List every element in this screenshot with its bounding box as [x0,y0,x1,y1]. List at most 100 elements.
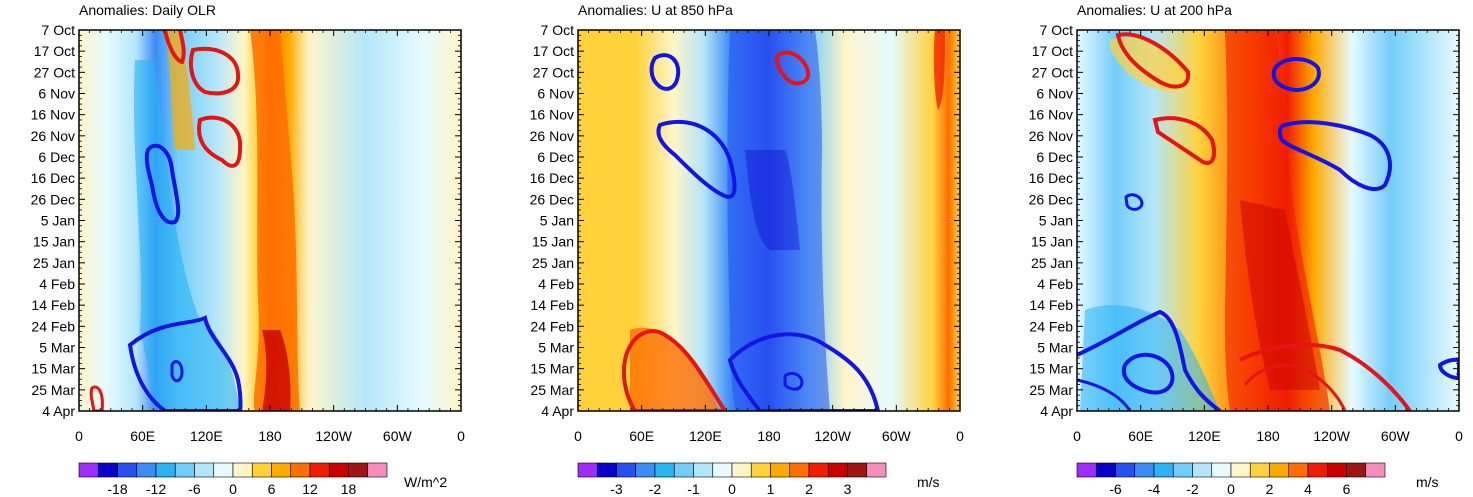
olr-plot-area [79,30,461,411]
u850-ytick-label: 7 Oct [541,22,575,38]
olr-colorbar-label: 0 [229,481,237,497]
u200-contour-neg-east [1437,357,1459,381]
u850-colorbar-swatch [731,462,752,478]
u850-ytick-label: 25 Jan [532,255,574,271]
olr-positive-core [262,330,291,411]
u200-ytick-label: 25 Jan [1031,255,1073,271]
u850-ytick-label: 16 Nov [530,107,574,123]
olr-ytick-label: 5 Jan [41,213,75,229]
u850-ytick-label: 24 Feb [530,318,574,334]
olr-ytick-label: 15 Jan [33,234,75,250]
u850-ytick-label: 26 Nov [530,128,574,144]
u200-ytick-label: 7 Oct [1040,22,1074,38]
u850-ytick-label: 4 Apr [541,403,574,419]
u200-contour-pos-mar [1239,342,1412,411]
olr-colorbar-swatch [348,462,369,478]
olr-xtick-label: 0 [75,428,83,444]
u850-contour-pos-mar [621,329,728,411]
olr-ytick-label: 25 Jan [33,255,75,271]
olr-xtick-label: 180 [258,428,282,444]
u200-ytick-label: 15 Jan [1031,234,1073,250]
u200-colorbar-swatch [1230,462,1251,478]
u200-ytick-label: 4 Feb [1037,276,1073,292]
u850-xtick-label: 120W [814,428,851,444]
u850-units: m/s [917,474,940,490]
u200-ytick-label: 26 Nov [1029,128,1073,144]
u850-colorbar-swatch [635,462,656,478]
u850-ytick-label: 16 Dec [530,170,574,186]
u850-ytick-label: 4 Feb [538,276,574,292]
olr-colorbar-swatch [174,462,195,478]
u850-xtick-label: 0 [956,428,964,444]
u850-colorbar-label: 3 [844,481,852,497]
olr-colorbar-label: -12 [146,481,166,497]
olr-ytick-label: 26 Dec [31,191,75,207]
olr-contour-neg-dec [144,143,181,225]
u850-colorbar-swatch [750,462,771,478]
olr-colorbar-swatch [232,462,253,478]
u200-colorbar-swatch [1172,462,1193,478]
olr-colorbar-swatch [251,462,272,478]
u200-colorbar-label: -2 [1186,481,1199,497]
u200-xtick-label: 0 [1455,428,1463,444]
olr-ytick-label: 4 Apr [42,403,75,419]
u850-xtick-label: 180 [757,428,781,444]
olr-colorbar-label: 6 [268,481,276,497]
u200-contour-neg-nov [1277,120,1392,191]
u850-contour-pos-oct [775,50,811,86]
u200-colorbar-swatch [1095,462,1116,478]
u850-colorbar-swatch [616,462,637,478]
olr-colorbar-swatch [213,462,234,478]
u850-x-axis: 0 60E 120E 180 120W 60W 0 [574,30,964,444]
olr-title: Anomalies: Daily OLR [79,2,216,18]
u850-xtick-label: 60E [629,428,654,444]
olr-colorbar-label: 12 [302,481,318,497]
olr-ytick-label: 4 Feb [39,276,75,292]
u200-ytick-label: 17 Oct [1032,43,1073,59]
u850-negative-band [727,30,830,411]
u200-xtick-label: 120W [1313,428,1350,444]
u200-colorbar-label: 0 [1227,481,1235,497]
olr-ytick-label: 16 Dec [31,170,75,186]
olr-xtick-label: 60W [383,428,413,444]
panel-olr: Anomalies: Daily OLR 7 Oct 17 Oct 27 Oct 6 … [31,2,465,497]
u200-ytick-label: 15 Mar [1029,361,1073,377]
u850-xtick-label: 0 [574,428,582,444]
u200-contour-neg-apr [1077,378,1132,411]
olr-colorbar-swatch [136,462,157,478]
u850-colorbar-swatch [577,462,598,478]
u850-colorbar-label: -3 [610,481,623,497]
olr-colorbar-swatch [271,462,292,478]
olr-colorbar-label: -6 [188,481,201,497]
olr-y-axis: 7 Oct 17 Oct 27 Oct 6 Nov 16 Nov 26 Nov 6 Dec 1… [31,22,461,419]
u850-colorbar-swatch [827,462,848,478]
u200-contour-neg-mar-core [1121,352,1175,395]
olr-positive-north [165,30,195,150]
u200-xtick-label: 120E [1188,428,1221,444]
olr-colorbar-swatch [290,462,311,478]
olr-ytick-label: 15 Mar [31,361,75,377]
u200-colorbar-swatch [1115,462,1136,478]
olr-xtick-label: 0 [457,428,465,444]
u200-plot-area [1077,30,1459,411]
u850-xtick-label: 120E [689,428,722,444]
u850-ytick-label: 27 Oct [533,64,574,80]
u850-colorbar-label: -1 [687,481,700,497]
olr-colorbar: -18 -12 -6 0 6 12 18 [78,462,388,497]
olr-colorbar-label: 18 [341,481,357,497]
u200-ytick-label: 6 Dec [1036,149,1073,165]
u200-colorbar-swatch [1307,462,1328,478]
u850-ytick-label: 5 Jan [540,213,574,229]
u850-colorbar-swatch [866,462,887,478]
u200-colorbar-swatch [1211,462,1232,478]
u850-colorbar-swatch [847,462,868,478]
olr-ytick-label: 5 Mar [39,340,75,356]
u200-colorbar-label: -4 [1148,481,1161,497]
u850-ytick-label: 15 Mar [530,361,574,377]
u200-negative-mar [1080,305,1220,411]
u200-colorbar-swatch [1076,462,1097,478]
u200-xtick-label: 60W [1381,428,1411,444]
olr-ytick-label: 24 Feb [31,318,75,334]
olr-x-axis: 0 60E 120E 180 120W 60W 0 [75,30,465,444]
